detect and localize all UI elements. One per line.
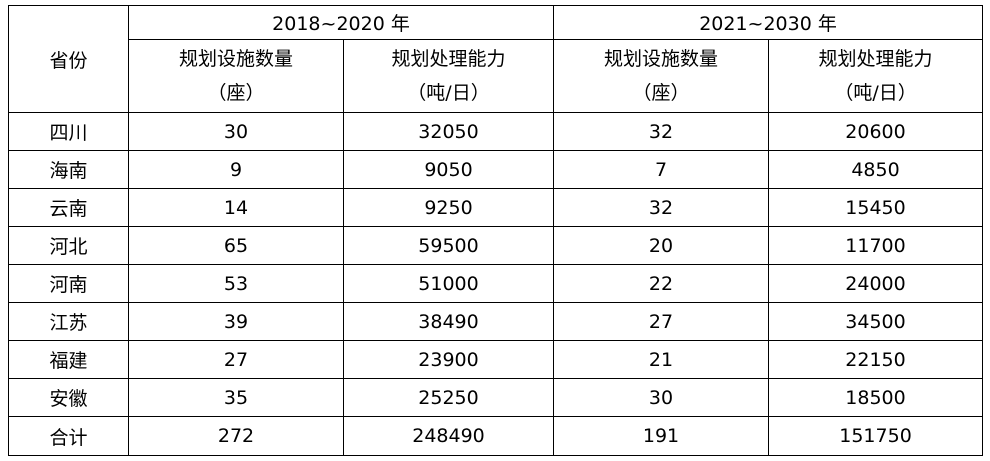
cell-capacity-2021: 24000 <box>768 264 984 303</box>
cell-capacity-2021: 34500 <box>768 302 984 341</box>
subheader-capacity-title: 规划处理能力 <box>818 48 933 70</box>
cell-capacity-2021: 11700 <box>768 226 984 265</box>
table-row: 江苏 39 38490 27 34500 <box>8 302 984 341</box>
cell-capacity-2018: 59500 <box>342 226 555 265</box>
cell-count-2018: 30 <box>128 112 344 151</box>
cell-capacity-2018: 9250 <box>342 188 555 227</box>
cell-count-2018: 53 <box>128 264 344 303</box>
table-row: 四川 30 32050 32 20600 <box>8 112 984 151</box>
cell-count-2021: 27 <box>553 302 770 341</box>
cell-capacity-2021: 20600 <box>768 112 984 151</box>
cell-province: 河南 <box>8 264 129 303</box>
cell-capacity-2021: 18500 <box>768 378 984 417</box>
cell-capacity-2018: 38490 <box>342 302 555 341</box>
cell-count-2021: 22 <box>553 264 770 303</box>
cell-capacity-2018: 32050 <box>342 112 555 151</box>
cell-count-2018: 39 <box>128 302 344 341</box>
cell-capacity-2018: 248490 <box>342 416 555 456</box>
subheader-capacity-title: 规划处理能力 <box>391 48 506 70</box>
cell-count-2021: 32 <box>553 188 770 227</box>
cell-capacity-2018: 25250 <box>342 378 555 417</box>
cell-count-2021: 191 <box>553 416 770 456</box>
cell-province: 安徽 <box>8 378 129 417</box>
subheader-count-2021: 规划设施数量 （座） <box>553 39 770 113</box>
year-group-2021-2030: 2021~2030 年 <box>553 5 984 40</box>
cell-capacity-2018: 23900 <box>342 340 555 379</box>
subheader-capacity-2018: 规划处理能力 （吨/日） <box>342 39 555 113</box>
year-group-2018-2020: 2018~2020 年 <box>127 5 555 40</box>
table-row: 河南 53 51000 22 24000 <box>8 264 984 303</box>
table-row-total: 合计 272 248490 191 151750 <box>8 416 984 456</box>
cell-province: 合计 <box>8 416 129 456</box>
cell-capacity-2018: 9050 <box>342 150 555 189</box>
table-row: 河北 65 59500 20 11700 <box>8 226 984 265</box>
cell-count-2018: 27 <box>128 340 344 379</box>
subheader-capacity-unit: （吨/日） <box>407 82 490 104</box>
header-year-row: 省份 2018~2020 年 2021~2030 年 <box>8 5 984 113</box>
cell-capacity-2021: 15450 <box>768 188 984 227</box>
cell-count-2018: 9 <box>128 150 344 189</box>
cell-capacity-2018: 51000 <box>342 264 555 303</box>
cell-province: 四川 <box>8 112 129 151</box>
cell-count-2018: 35 <box>128 378 344 417</box>
table-row: 海南 9 9050 7 4850 <box>8 150 984 189</box>
subheader-count-2018: 规划设施数量 （座） <box>128 39 344 113</box>
subheader-count-unit: （座） <box>632 82 690 104</box>
cell-capacity-2021: 22150 <box>768 340 984 379</box>
cell-province: 福建 <box>8 340 129 379</box>
table-row: 云南 14 9250 32 15450 <box>8 188 984 227</box>
cell-count-2018: 272 <box>128 416 344 456</box>
table-row: 安徽 35 25250 30 18500 <box>8 378 984 417</box>
cell-capacity-2021: 151750 <box>768 416 984 456</box>
cell-count-2021: 21 <box>553 340 770 379</box>
subheader-capacity-2021: 规划处理能力 （吨/日） <box>768 39 984 113</box>
cell-capacity-2021: 4850 <box>768 150 984 189</box>
header-sub-row: 规划设施数量 （座） 规划处理能力 （吨/日） 规划设施数量 （座） 规划处理能… <box>9 39 984 113</box>
cell-province: 江苏 <box>8 302 129 341</box>
table-row: 福建 27 23900 21 22150 <box>8 340 984 379</box>
cell-count-2018: 14 <box>128 188 344 227</box>
cell-count-2018: 65 <box>128 226 344 265</box>
cell-count-2021: 30 <box>553 378 770 417</box>
cell-count-2021: 32 <box>553 112 770 151</box>
subheader-count-title: 规划设施数量 <box>178 48 293 70</box>
cell-count-2021: 20 <box>553 226 770 265</box>
cell-province: 河北 <box>8 226 129 265</box>
cell-province: 海南 <box>8 150 129 189</box>
cell-count-2021: 7 <box>553 150 770 189</box>
subheader-capacity-unit: （吨/日） <box>834 82 917 104</box>
corner-header-province: 省份 <box>8 5 129 113</box>
cell-province: 云南 <box>8 188 129 227</box>
subheader-count-title: 规划设施数量 <box>604 48 719 70</box>
province-planning-table: 省份 2018~2020 年 2021~2030 年 规划设施数量 （座） 规划… <box>8 5 984 456</box>
subheader-count-unit: （座） <box>207 82 265 104</box>
